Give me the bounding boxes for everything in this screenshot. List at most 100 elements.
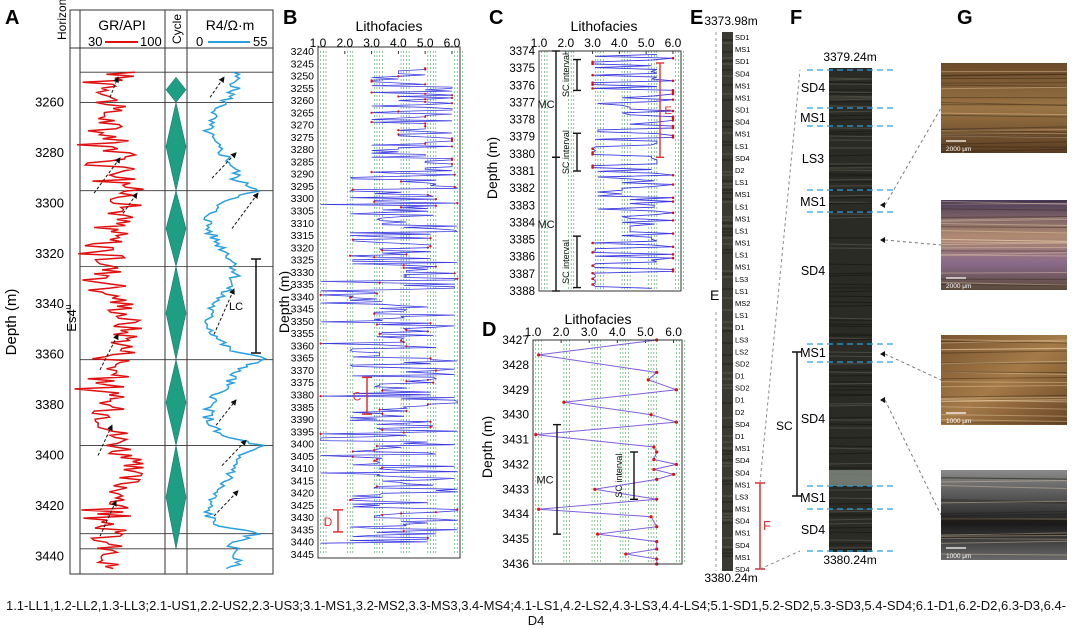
header-cycle: Cycle [170,14,184,44]
facies-point [349,255,351,257]
a-ytick-label: 3260 [35,94,64,109]
e-to-f-connector-bottom [760,551,800,569]
header-r4: R4/Ω·m [206,17,255,33]
facies-ytick-label: 3385 [509,235,535,247]
facies-point [672,245,675,248]
facies-xtick-label: 3.0 [363,36,380,50]
core-unit-label: MS1 [735,81,750,90]
panel-e-unit-labels: SD1MS1SD1SD4MS1MS1SD1SD4MS1LS1SD4D2LS1MS… [735,33,750,574]
gr-range-max: 100 [140,34,162,49]
panel-letter-b: B [283,7,297,29]
facies-point [672,219,675,222]
micrograph-links [885,108,941,515]
a-ytick-label: 3320 [35,246,64,261]
horizon-es4-text: Es4 [64,309,79,331]
facies-point [373,256,375,258]
facies-ytick-label: 3445 [291,549,315,561]
facies-ytick-label: 3430 [502,408,529,422]
facies-ytick-label: 3430 [291,512,315,524]
sc-label: SC [776,419,793,433]
facies-point [381,249,383,251]
facies-xtick-label: 4.0 [390,36,407,50]
core-lamina [829,119,872,120]
facies-ytick-label: 3305 [291,205,315,217]
cycle-diamond [166,266,186,359]
panel-letter-d: D [482,319,496,341]
core-unit-label: MS1 [800,195,826,209]
facies-ytick-label: 3300 [291,193,315,205]
facies-point [647,378,650,381]
a-ytick-label: 3420 [35,498,64,513]
facies-xtick-label: 5.0 [638,36,655,50]
core-unit-label: LS1 [735,178,748,187]
core-lamina [829,324,872,325]
core-lamina [829,197,872,198]
facies-point [376,458,378,460]
panel-d-series-dots [534,338,678,565]
facies-xtick-label: 6.0 [665,325,682,339]
facies-point [672,200,675,203]
scale-bar-label: 2000 μm [946,283,971,290]
core-unit-label: MS1 [735,45,750,54]
facies-point [672,119,675,122]
facies-point [652,458,655,461]
facies-point [379,333,381,335]
facies-ytick-label: 3375 [291,377,315,389]
micrograph-link [885,354,941,380]
cycle-diamond [166,191,186,267]
horizon-es4: Es4u [63,304,79,331]
trend-arrow [222,440,246,465]
facies-ytick-label: 3384 [509,217,535,229]
annotation-label: E [664,105,671,117]
core-unit-label: SD4 [735,456,750,465]
panel-f-sample-markers [880,202,885,403]
facies-point [376,485,378,487]
core-unit-label: D1 [735,323,745,332]
facies-point [427,537,429,539]
annotation-label: MC [537,99,554,111]
scale-bar-label: 1000 μm [946,418,971,425]
core-lamina [829,335,872,336]
facies-ytick-label: 3378 [509,115,535,127]
panel-letter-c: C [489,7,503,29]
facies-point [400,340,402,342]
core-unit-label: MS2 [735,299,750,308]
facies-ytick-label: 3429 [502,383,529,397]
core-unit-label: MS1 [735,214,750,223]
core-unit-label: D1 [735,396,745,405]
facies-ytick-label: 3260 [291,95,315,107]
sample-marker [880,202,885,208]
facies-point [456,202,458,204]
facies-point [397,95,399,97]
core-lamina [829,106,872,107]
core-lamina [829,527,872,528]
facies-point [672,253,675,256]
facies-point [591,264,594,267]
panel-b-title: Lithofacies [356,18,423,34]
facies-point [675,463,678,466]
core-unit-label: D1 [735,432,745,441]
facies-point [672,127,675,130]
panel-b-yticks: 3240324532503255326032653270327532803285… [291,46,315,561]
facies-point [424,98,426,100]
core-unit-label: SD4 [801,264,825,278]
facies-xtick-label: 2.0 [553,325,570,339]
facies-ytick-label: 3374 [509,46,535,58]
facies-point [427,247,429,249]
facies-point [432,382,434,384]
facies-ytick-label: 3295 [291,181,315,193]
facies-point [649,413,652,416]
facies-point [655,498,658,501]
micrograph-link [885,108,941,205]
core-unit-label: SD4 [735,468,750,477]
micrograph [941,63,1067,153]
trend-arrow [100,501,116,536]
panel-c-lithofacies-series [593,54,673,288]
